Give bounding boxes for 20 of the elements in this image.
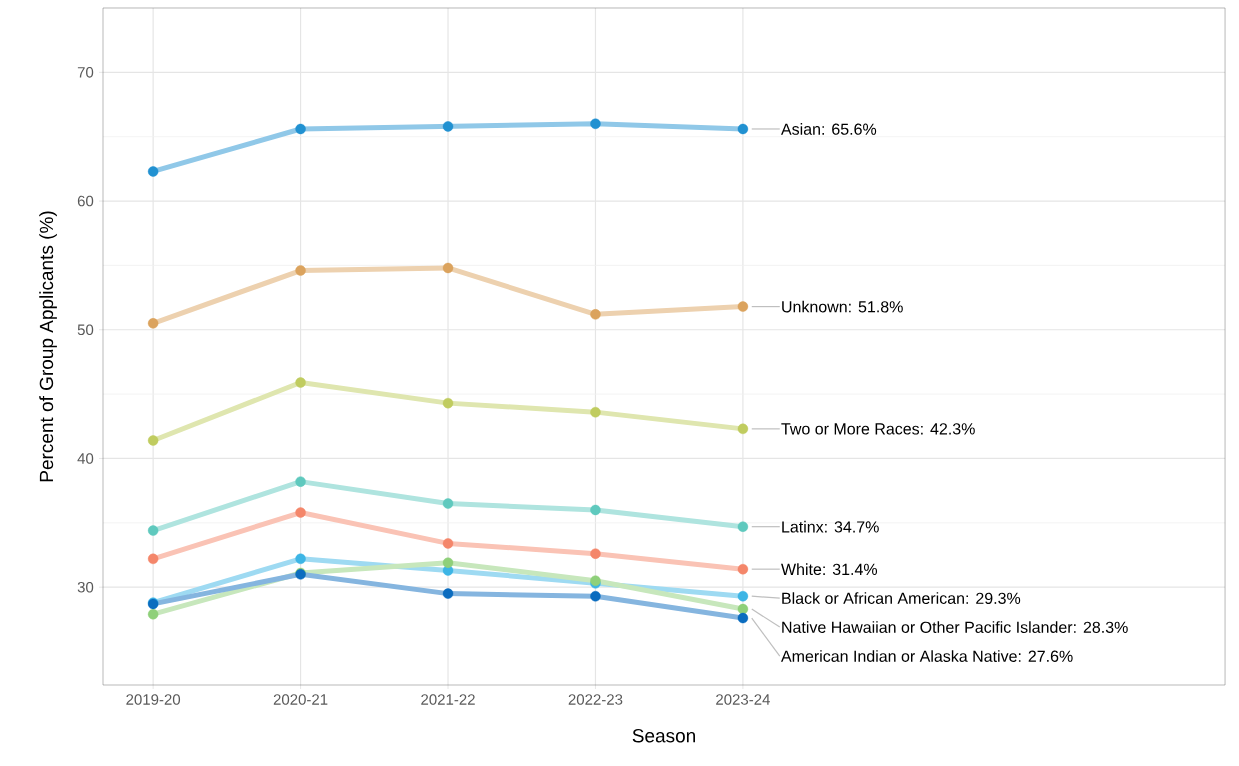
text: Latinx: 34.7% xyxy=(782,520,879,533)
x-tick-label: 2023-24 xyxy=(716,694,770,705)
text: Black or African American: 29.3% xyxy=(782,592,1021,604)
text: White: 31.4% xyxy=(781,563,878,576)
y-tick-label: 30 xyxy=(77,581,94,593)
x-axis-title: Season xyxy=(632,729,695,743)
x-tick-label: 2020-21 xyxy=(273,694,328,705)
y-tick-label: 40 xyxy=(77,453,94,464)
x-tick-label: 2021-22 xyxy=(421,694,475,705)
text: Native Hawaiian or Other Pacific Islander: 28.3% xyxy=(782,621,1128,633)
y-tick-label: 50 xyxy=(77,324,94,336)
text: Asian: 65.6% xyxy=(781,123,877,135)
y-tick-label: 60 xyxy=(77,195,94,207)
text: Two or More Races: 42.3% xyxy=(781,423,975,435)
x-tick-label: 2022-23 xyxy=(568,694,623,705)
y-tick-label: 70 xyxy=(77,67,94,78)
y-axis-title: Percent of Group Applicants (%) xyxy=(39,211,57,482)
text: American Indian or Alaska Native: 27.6% xyxy=(781,650,1073,662)
x-tick-label: 2019-20 xyxy=(126,694,181,705)
text: Unknown: 51.8% xyxy=(782,300,903,313)
